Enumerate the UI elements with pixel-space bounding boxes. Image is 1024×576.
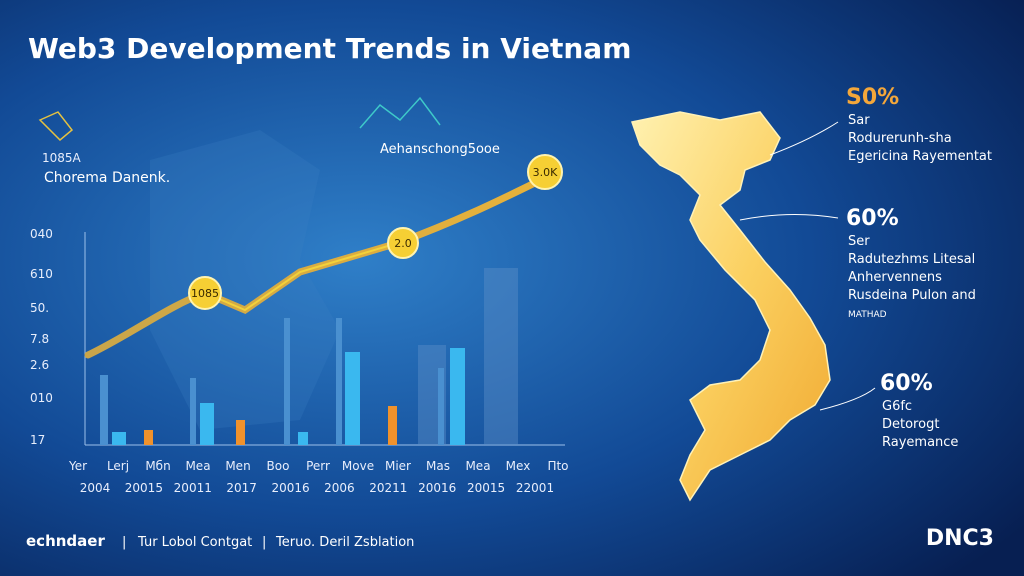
callout-value: 60%	[880, 371, 933, 396]
point	[188, 276, 222, 310]
x-label: Mex	[506, 459, 531, 473]
callout-text: MATHAD	[848, 310, 887, 320]
callout-value: 60%	[846, 206, 899, 231]
callout-text: Rodurerunh-sha	[848, 131, 952, 146]
trend-line-inner	[204, 242, 399, 312]
point	[387, 227, 419, 259]
bar	[345, 352, 360, 445]
y-label: 040	[30, 227, 53, 241]
corner-label: Chorema Danenk.	[44, 170, 170, 186]
callout-text: Rusdeina Pulon and	[848, 288, 976, 303]
x-label: Mier	[385, 459, 411, 473]
x-label: Lerj	[107, 459, 129, 473]
corner-label: 1085A	[42, 151, 82, 165]
footer-item: Teruo. Deril Zsblation	[275, 535, 414, 550]
icon	[38, 111, 74, 142]
leader	[769, 121, 839, 156]
x-label: Mea	[185, 459, 210, 473]
callout-value: S0%	[846, 85, 899, 110]
callout-text: Ser	[848, 234, 870, 249]
callout-text: Anhervennens	[848, 270, 942, 285]
chart	[38, 96, 565, 446]
x-label: Perr	[306, 459, 330, 473]
icon	[359, 96, 441, 129]
bar	[284, 318, 290, 445]
map	[631, 111, 831, 502]
callout-text: Detorogt	[882, 417, 939, 432]
x-label: 2017	[226, 481, 257, 495]
bar	[190, 378, 196, 445]
x-label: 20015	[125, 481, 163, 495]
bar	[438, 368, 444, 445]
bar	[112, 432, 126, 445]
x-label: 20015	[467, 481, 505, 495]
bar	[200, 403, 214, 445]
x-label: Yer	[68, 459, 87, 473]
x-label: 2006	[324, 481, 355, 495]
bar	[236, 420, 245, 445]
x-label: Mas	[426, 459, 450, 473]
callout-text: Egericina Rayementat	[848, 149, 992, 164]
y-label: 610	[30, 267, 53, 281]
leader	[819, 387, 876, 411]
x-label: Bоо	[267, 459, 290, 473]
callout-text: Rayemance	[882, 435, 958, 450]
x-label: Mбn	[145, 459, 170, 473]
x-label: 2004	[80, 481, 111, 495]
x-label: Mea	[465, 459, 490, 473]
footer-brand: echndaer	[26, 532, 105, 550]
callouts: S0% Sar Rodurerunh-sha Egericina Rayementat…	[846, 85, 992, 450]
x-label: Πtо	[547, 459, 568, 473]
bars	[100, 268, 518, 445]
bar	[450, 348, 465, 445]
x-label: 20011	[174, 481, 212, 495]
x-label: 22001	[516, 481, 554, 495]
x-label: 20016	[418, 481, 456, 495]
point-label: 3.0K	[533, 166, 558, 179]
y-label: 7.8	[30, 332, 49, 346]
callout-text: G6fc	[882, 399, 912, 414]
leader-lines	[739, 121, 876, 411]
point-label: 2.0	[394, 237, 412, 250]
footer-item: Tur Lobol Contgat	[137, 535, 252, 550]
leader	[739, 213, 839, 221]
y-label: 010	[30, 391, 53, 405]
callout-text: Radutezhms Litesal	[848, 252, 975, 267]
y-labels: 040 610 50. 7.8 2.6 010 17	[30, 227, 53, 447]
y-label: 50.	[30, 301, 49, 315]
bar	[100, 375, 108, 445]
series-label: Aehanschong5ooe	[380, 142, 500, 157]
x-label: 20211	[369, 481, 407, 495]
separator: |	[122, 535, 126, 550]
y-label: 17	[30, 433, 45, 447]
logo: DNC3	[926, 526, 994, 551]
map-shadow	[150, 130, 340, 430]
bar	[484, 268, 518, 445]
point	[527, 154, 563, 190]
x-label: Mеn	[225, 459, 250, 473]
bar	[336, 318, 342, 445]
point-label: 1085	[191, 287, 219, 300]
x-label: 20016	[271, 481, 309, 495]
bar	[298, 432, 308, 445]
title: Web3 Development Trends in Vietnam	[28, 32, 631, 65]
callout-text: Sar	[848, 113, 870, 128]
bar	[144, 430, 153, 445]
separator: |	[262, 535, 266, 550]
bar	[388, 406, 397, 445]
x-label: Move	[342, 459, 374, 473]
y-label: 2.6	[30, 358, 49, 372]
x-labels: Yer Lerj Mбn Mea Mеn Bоо Perr Move Mier Mas Mea Mex…	[68, 459, 569, 495]
